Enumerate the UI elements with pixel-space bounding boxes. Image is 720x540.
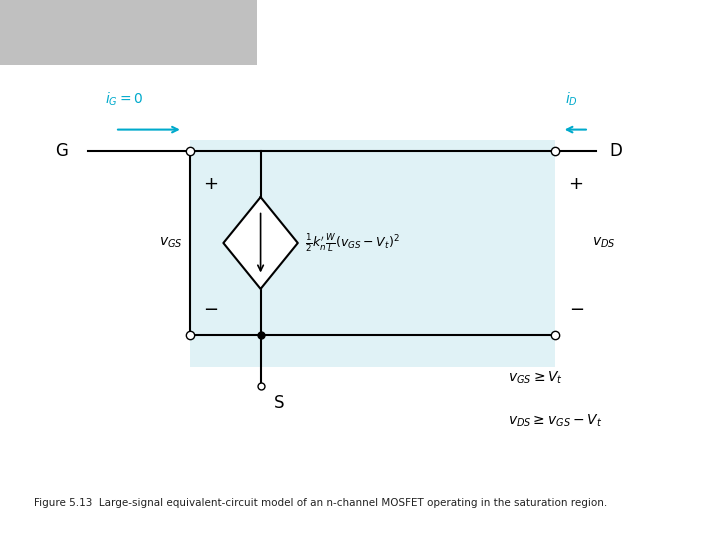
Text: Figure 5.13  Large-signal equivalent-circuit model of an n-channel MOSFET operat: Figure 5.13 Large-signal equivalent-circ… xyxy=(34,497,607,508)
Text: $v_{GS}$: $v_{GS}$ xyxy=(159,236,183,250)
Text: $i_D$: $i_D$ xyxy=(565,91,578,108)
Text: G: G xyxy=(55,142,68,160)
Text: D: D xyxy=(609,142,622,160)
Text: $-$: $-$ xyxy=(203,299,218,317)
Text: $v_{GS} \geq V_t$: $v_{GS} \geq V_t$ xyxy=(508,370,562,386)
Polygon shape xyxy=(223,197,298,289)
Text: $\frac{1}{2} k_n^{\prime} \frac{W}{L} (v_{GS} - V_t)^2$: $\frac{1}{2} k_n^{\prime} \frac{W}{L} (v… xyxy=(305,232,400,254)
Text: $v_{DS} \geq v_{GS} - V_t$: $v_{DS} \geq v_{GS} - V_t$ xyxy=(508,413,602,429)
Text: $v_{DS}$: $v_{DS}$ xyxy=(593,236,616,250)
Text: +: + xyxy=(203,174,218,193)
Text: S: S xyxy=(274,394,284,412)
Text: $-$: $-$ xyxy=(569,299,584,317)
Text: +: + xyxy=(569,174,583,193)
Text: $i_G = 0$: $i_G = 0$ xyxy=(105,91,143,108)
FancyBboxPatch shape xyxy=(189,140,555,367)
FancyBboxPatch shape xyxy=(0,0,257,65)
